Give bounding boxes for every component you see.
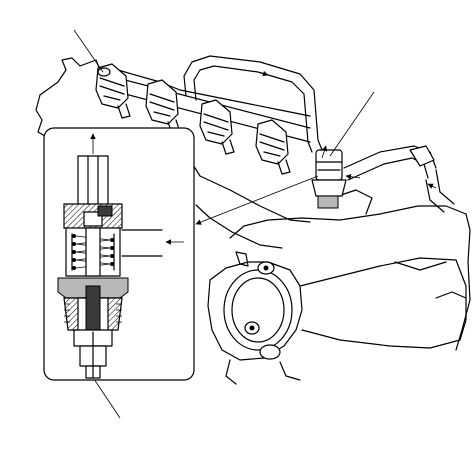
injector-leader-line xyxy=(73,29,104,73)
fuel-feed-hose xyxy=(343,145,455,213)
fuel-injector-1 xyxy=(95,63,131,119)
fuel-injector-4 xyxy=(255,119,291,175)
regulator-inlet-arrow xyxy=(345,173,361,180)
regulator-cutaway-inset xyxy=(43,127,195,381)
regulator-leader-line xyxy=(329,91,375,157)
valve-stem xyxy=(85,285,101,333)
feed-flow-arrow xyxy=(427,183,437,189)
fuel-injector-2 xyxy=(145,79,181,135)
fuel-pressure-regulator xyxy=(311,145,361,209)
throttle-body xyxy=(207,251,467,385)
vacuum-port-leader-line xyxy=(91,375,121,419)
detail-pointer-arrow xyxy=(195,175,319,225)
return-flow-arrow xyxy=(253,70,269,77)
fuel-return-pipe xyxy=(183,55,323,153)
regulator-outlet-arrow xyxy=(321,145,328,159)
fuel-injector-3 xyxy=(199,99,235,155)
